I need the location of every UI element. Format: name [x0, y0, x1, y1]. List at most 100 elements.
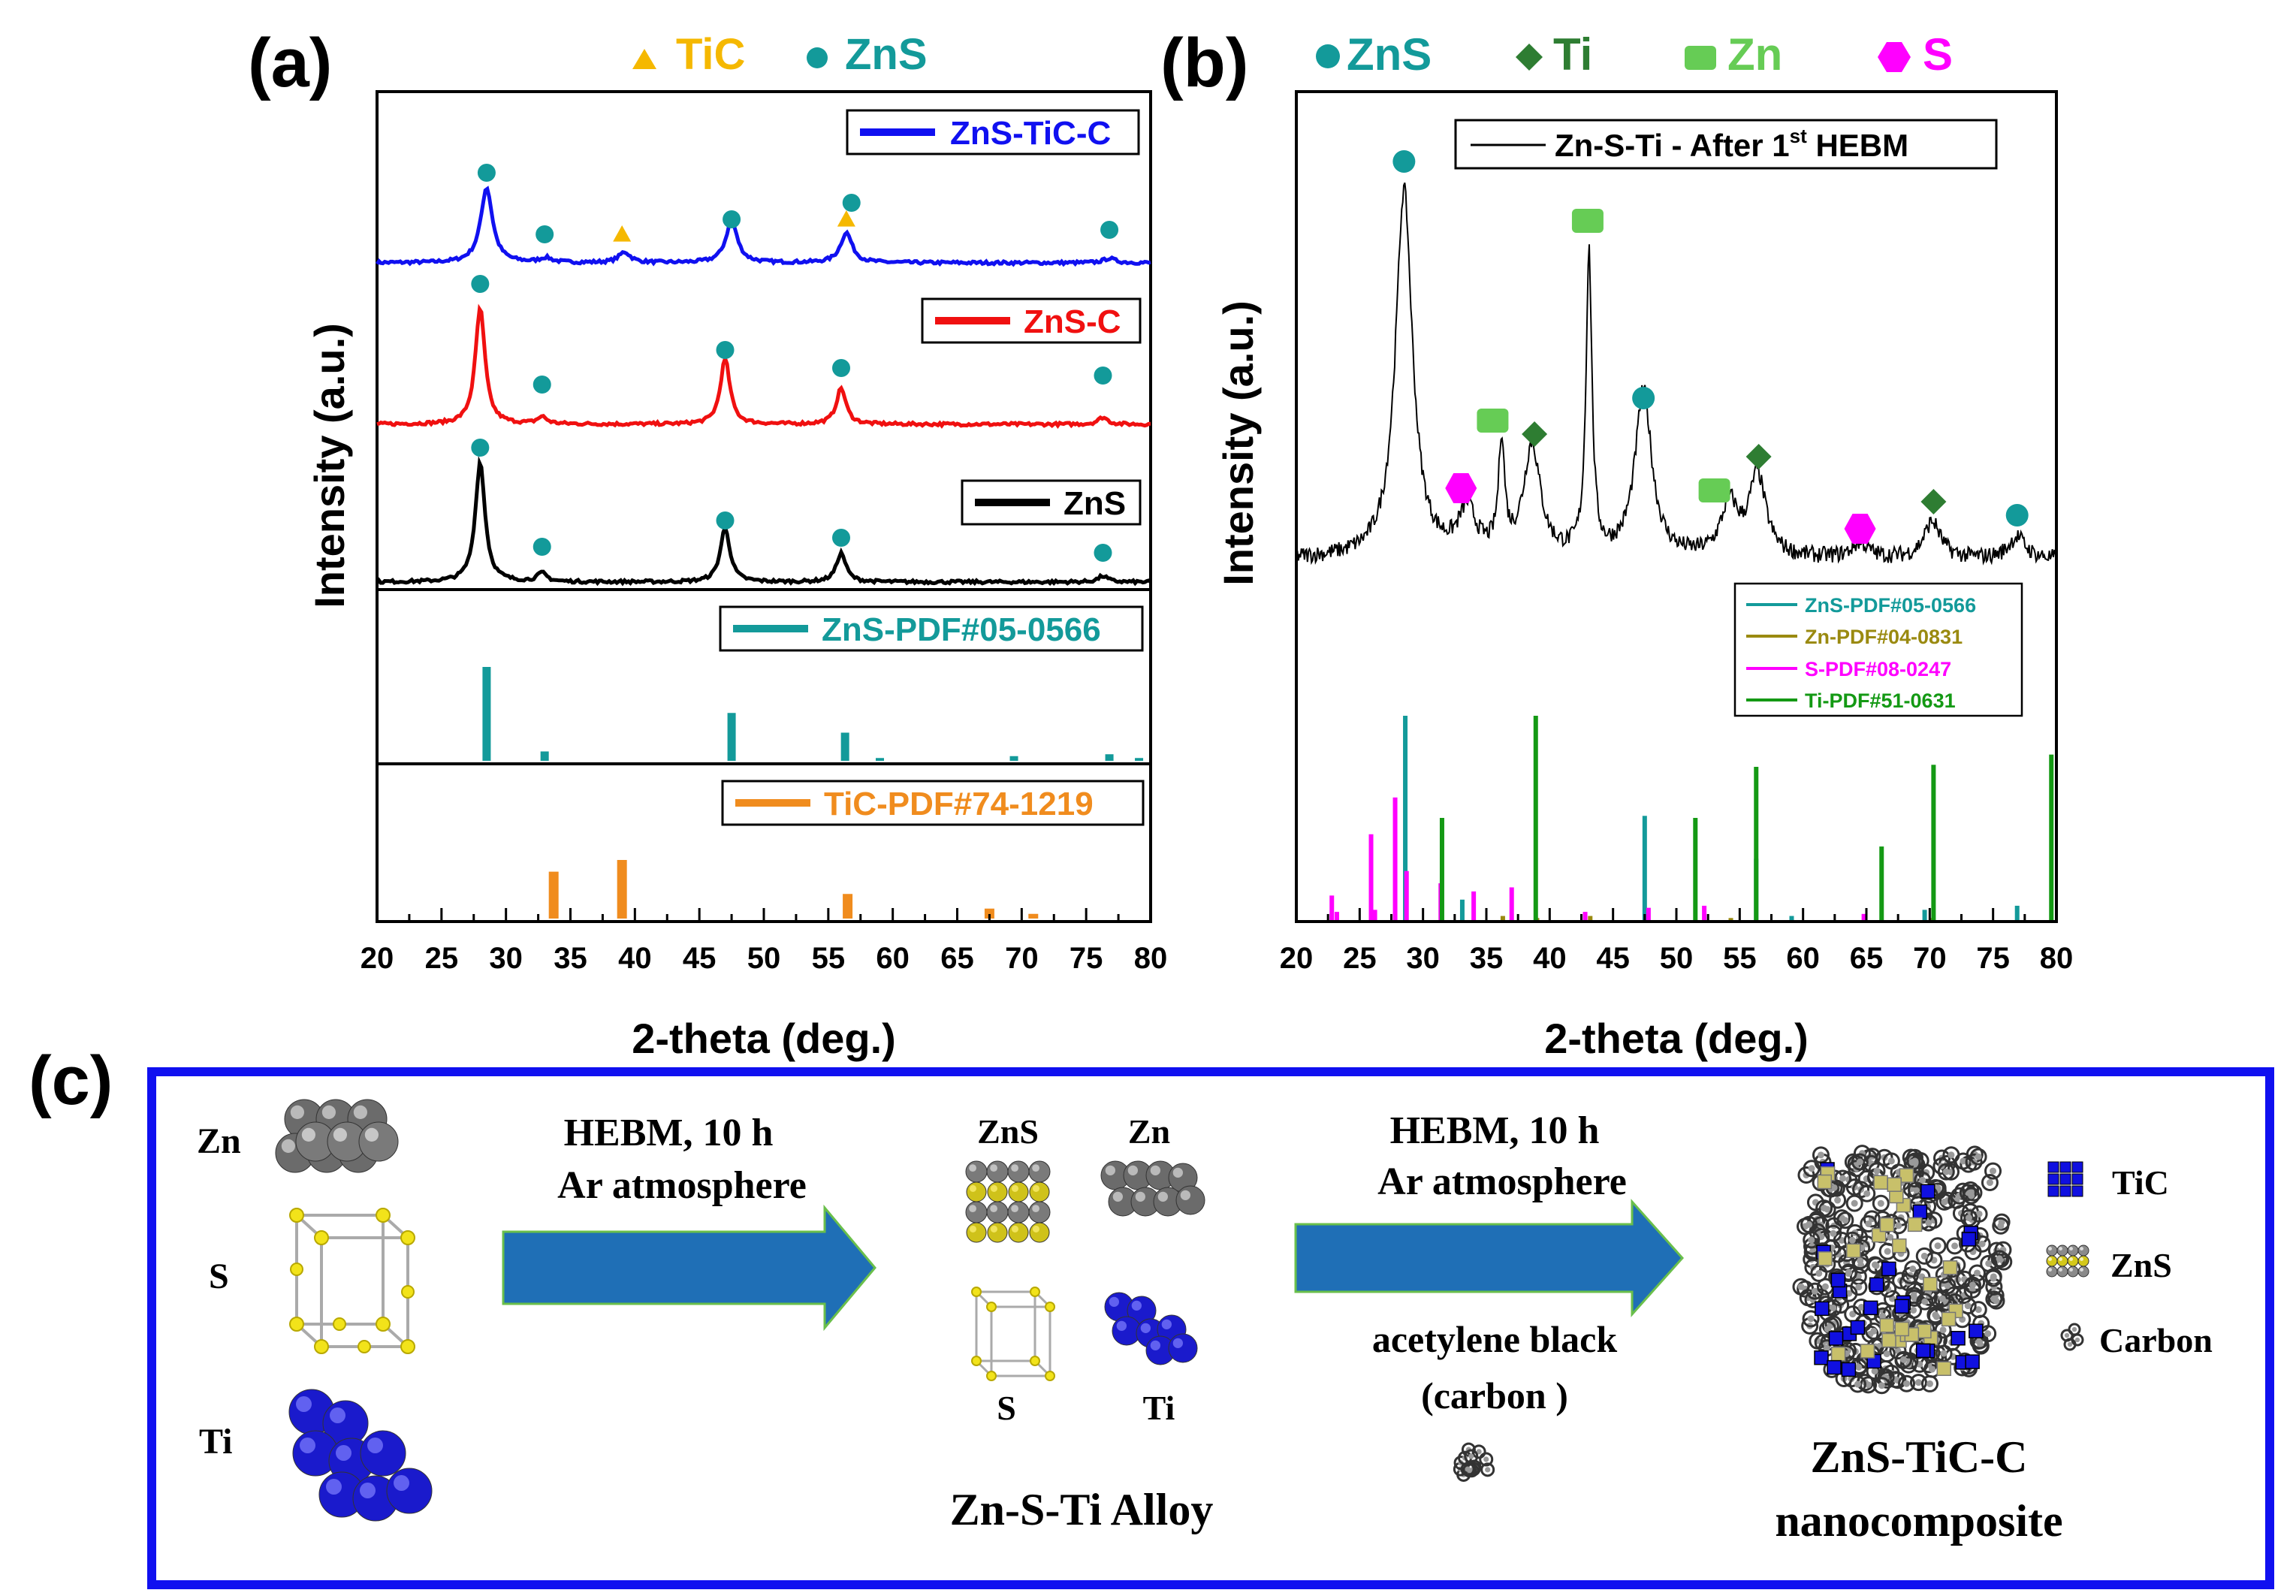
panel-b-frame — [1295, 90, 2058, 923]
zns-tic-c-curve — [375, 186, 1151, 267]
tic-cell — [2059, 1173, 2071, 1185]
tic-cell — [2047, 1185, 2059, 1197]
zns-phase-marker — [1100, 221, 1119, 239]
legend-tic-pdf-label: TiC-PDF#74-1219 — [824, 786, 1094, 822]
carbon-ring — [1815, 1199, 1833, 1217]
tic-particle — [1915, 1343, 1931, 1359]
zn-atom — [1028, 1160, 1051, 1183]
s-atom-highlight — [1011, 1184, 1018, 1192]
carbon-ring-core — [1909, 1266, 1917, 1273]
carbon-ring-core — [1895, 1222, 1902, 1229]
ti-atom-highlight — [1172, 1338, 1183, 1348]
legend-zns-c-label: ZnS-C — [1024, 303, 1121, 340]
zns-particle — [1923, 1277, 1938, 1292]
x-tick-label: 80 — [2040, 942, 2074, 975]
carbon-ring-core — [1839, 1175, 1847, 1182]
carbon-ring-core — [1811, 1287, 1818, 1295]
tic-reference-stick — [617, 860, 627, 919]
panel-c-frame — [147, 1067, 2274, 1589]
alloy-zn-label: Zn — [1128, 1112, 1170, 1151]
carbon-ring-core — [1808, 1236, 1815, 1244]
carbon-ring — [1933, 1290, 1951, 1308]
tic-cell — [2059, 1161, 2071, 1173]
zns-atom-highlight — [2059, 1247, 2062, 1251]
carbon-ring-core — [1910, 1306, 1917, 1314]
zns-reference-stick — [1105, 754, 1114, 761]
ti-atom-highlight — [1131, 1300, 1142, 1311]
zns-phase-marker — [2005, 504, 2029, 526]
carbon-ring — [1464, 1449, 1479, 1464]
carbon-ring — [1834, 1169, 1852, 1187]
panel-c-label: (c) — [29, 1042, 113, 1119]
s-atom-highlight — [1032, 1225, 1039, 1232]
carbon-ring — [1806, 1282, 1824, 1300]
zns-particle — [1942, 1260, 1958, 1275]
carbon-ring — [2063, 1338, 2077, 1351]
zn-s-ti-after-hebm-curve — [1296, 183, 2057, 566]
zns-atom — [2067, 1245, 2079, 1257]
carbon-ring — [1915, 1247, 1933, 1265]
step2-line1: HEBM, 10 h — [1390, 1109, 1600, 1152]
reference-stick — [1368, 834, 1374, 920]
panel-a-zns-reference-sticks — [482, 667, 1144, 761]
carbon-ring-core — [1870, 1327, 1878, 1335]
tic-particle — [1841, 1362, 1857, 1377]
tic-reference-stick — [984, 908, 994, 919]
zns-particle — [1907, 1217, 1923, 1232]
ti-atom — [1168, 1333, 1198, 1363]
carbon-ring-core — [1854, 1380, 1861, 1388]
carbon-ring-core — [1986, 1179, 1993, 1187]
carbon-ring-core — [1873, 1167, 1881, 1175]
element-s-label: S — [209, 1257, 229, 1296]
zns-atom — [2046, 1245, 2058, 1257]
carbon-ring-core — [1879, 1312, 1887, 1320]
ti-atom-highlight — [1161, 1319, 1172, 1329]
zns-atom — [2046, 1255, 2058, 1267]
carbon-ring-core — [1975, 1210, 1983, 1217]
s-small-crystal-icon — [971, 1287, 1055, 1381]
x-tick-label: 45 — [683, 942, 717, 975]
zns-particle — [1941, 1311, 1957, 1327]
ti-atom-highlight — [394, 1475, 409, 1491]
zn-atom-highlight — [321, 1105, 336, 1119]
s-phase-marker — [1445, 473, 1477, 503]
step2-additive-line1: acetylene black — [1372, 1318, 1618, 1360]
s-atom-highlight — [969, 1225, 976, 1232]
zns-reference-stick — [1009, 756, 1018, 761]
carbon-ring-core — [1975, 1153, 1982, 1160]
s-atom-highlight — [990, 1184, 997, 1192]
carbon-ring-core — [1941, 1198, 1948, 1205]
ti-phase-marker — [1745, 444, 1772, 469]
carbon-ring-core — [1944, 1282, 1951, 1290]
tic-particle — [1881, 1261, 1896, 1277]
panel-b-ylabel: Intensity (a.u.) — [1214, 300, 1262, 586]
x-tick-label: 50 — [747, 942, 781, 975]
ti-atom-highlight — [330, 1407, 345, 1423]
tic-particle — [1951, 1331, 1966, 1346]
zns-particle — [1899, 1168, 1914, 1183]
carbon-ring-core — [1465, 1466, 1471, 1472]
zns-atom-highlight — [2048, 1257, 2052, 1262]
tic-particle — [1965, 1354, 1980, 1369]
carbon-ring-core — [1483, 1456, 1489, 1462]
carbon-ring — [1858, 1184, 1876, 1202]
carbon-ring — [1803, 1160, 1821, 1178]
zn-atom-highlight — [353, 1105, 367, 1119]
legend-zns-pdf-label: ZnS-PDF#05-0566 — [822, 611, 1101, 648]
tic-particle — [1920, 1184, 1935, 1199]
reference-stick — [1702, 905, 1707, 920]
carbon-ring — [1800, 1215, 1818, 1233]
carbon-ring — [1959, 1184, 1977, 1202]
legend-tic-pdf: TiC-PDF#74-1219 — [721, 780, 1145, 826]
ti-atom-highlight — [296, 1396, 312, 1412]
carbon-ring-core — [1485, 1467, 1491, 1473]
zn-atom — [1028, 1201, 1051, 1223]
carbon-ring-core — [1808, 1165, 1815, 1172]
zns-atom — [2077, 1266, 2089, 1278]
ti-atom-highlight — [367, 1438, 383, 1453]
step2-arrow-icon — [1294, 1199, 1685, 1317]
carbon-ring-core — [1903, 1380, 1911, 1387]
carbon-ring-core — [1856, 1158, 1863, 1166]
zns-particle — [1879, 1318, 1894, 1333]
zns-c-curve — [376, 303, 1151, 430]
